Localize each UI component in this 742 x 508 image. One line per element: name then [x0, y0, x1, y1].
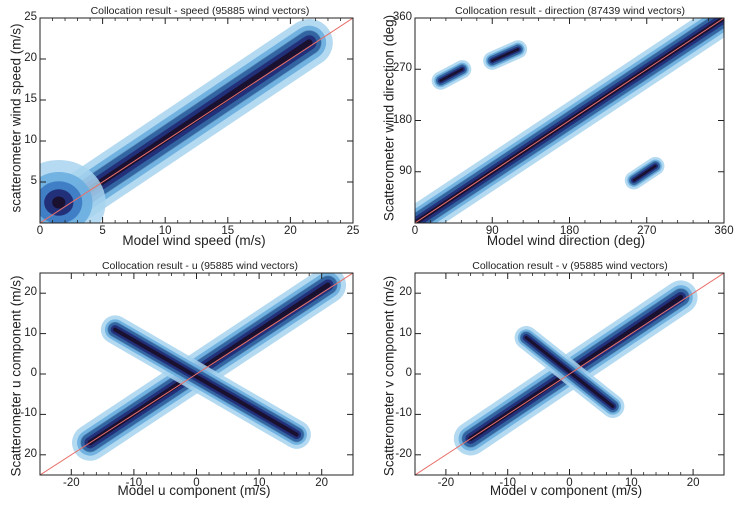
x-tick-label: -10 — [499, 477, 516, 489]
y-tick-label: -10 — [20, 407, 37, 420]
x-tick-label: 180 — [559, 225, 580, 237]
y-tick-label: 0 — [405, 367, 412, 379]
density-field — [40, 273, 353, 475]
x-tick-label: -20 — [62, 477, 80, 489]
density-band — [113, 327, 299, 437]
density-band — [524, 336, 615, 408]
x-tick-label: 15 — [221, 225, 235, 237]
y-tick-label: 25 — [24, 11, 37, 23]
x-tick-label: 10 — [624, 477, 638, 489]
density-field — [415, 273, 724, 475]
x-tick-label: 5 — [99, 225, 106, 237]
x-tick-label: 0 — [566, 477, 573, 489]
y-tick-label: 270 — [392, 62, 412, 75]
plot-frame — [39, 17, 354, 224]
x-tick-label: 20 — [686, 477, 700, 489]
density-band — [87, 282, 331, 446]
x-tick-label: 20 — [315, 477, 329, 489]
y-tick-label: 180 — [392, 113, 412, 126]
y-tick-label: 10 — [24, 134, 37, 146]
x-tick-label: -10 — [125, 477, 143, 489]
x-tick-label: 0 — [36, 225, 44, 237]
y-tick-label: 20 — [399, 286, 412, 299]
x-axis-label: Model v component (m/s) — [489, 483, 643, 498]
x-tick-label: 0 — [411, 225, 419, 237]
reference-line — [40, 18, 353, 223]
reference-line — [40, 273, 353, 475]
x-tick-label: 25 — [346, 225, 360, 237]
x-axis-label: Model wind direction (deg) — [486, 233, 646, 248]
y-tick-label: 15 — [24, 93, 37, 105]
y-tick-label: 360 — [392, 11, 412, 23]
y-tick-label: 20 — [24, 286, 37, 299]
y-tick-label: 10 — [399, 326, 412, 339]
density-field — [415, 18, 724, 223]
x-tick-label: 270 — [637, 225, 657, 237]
y-tick-label: 10 — [24, 326, 37, 339]
x-axis-label: Model u component (m/s) — [117, 483, 271, 498]
y-tick-label: 90 — [399, 164, 412, 177]
x-tick-label: 90 — [485, 225, 499, 237]
density-blob — [52, 196, 66, 209]
density-band — [632, 164, 657, 182]
x-axis-label: Model wind speed (m/s) — [122, 233, 266, 248]
chart-title: Collocation result - speed (95885 wind v… — [90, 5, 310, 17]
x-tick-label: 10 — [252, 477, 266, 489]
x-tick-label: 0 — [193, 477, 200, 489]
x-tick-label: 20 — [283, 225, 297, 237]
chart-title: Collocation result - u (95885 wind vecto… — [101, 260, 299, 272]
chart-title: Collocation result - direction (87439 wi… — [455, 5, 685, 17]
y-tick-label: 20 — [24, 447, 37, 460]
y-tick-label: -20 — [395, 447, 412, 460]
y-tick-label: 20 — [24, 52, 37, 64]
density-band — [490, 48, 520, 62]
x-tick-label: 10 — [158, 225, 172, 237]
density-band — [439, 67, 464, 82]
reference-line — [415, 273, 724, 475]
y-tick-label: 5 — [30, 175, 37, 187]
x-tick-label: 360 — [714, 225, 734, 237]
y-tick-label: -10 — [395, 407, 412, 420]
density-field — [40, 18, 353, 223]
x-tick-label: -20 — [437, 477, 455, 489]
chart-title: Collocation result - v (95885 wind vecto… — [472, 260, 668, 272]
y-tick-label: 0 — [30, 367, 37, 379]
reference-line — [415, 18, 724, 223]
